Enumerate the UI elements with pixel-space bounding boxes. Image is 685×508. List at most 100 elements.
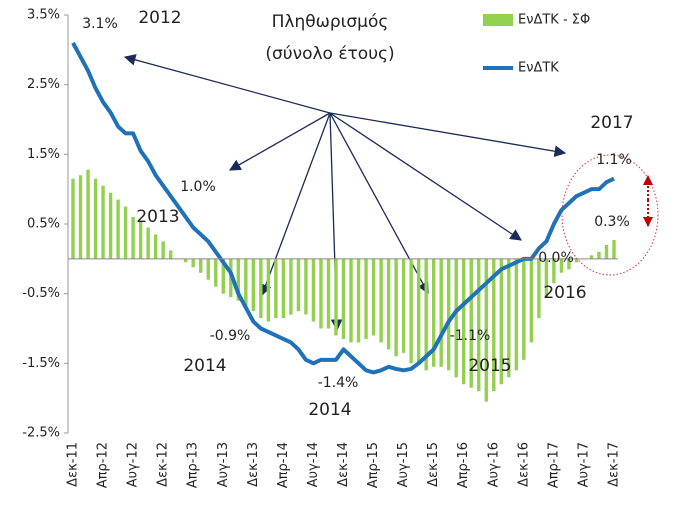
- bar: [236, 258, 241, 301]
- y-tick-label: -0.5%: [22, 286, 60, 301]
- bar: [274, 258, 278, 319]
- annotation: 1.0%: [180, 179, 216, 195]
- bar: [326, 258, 331, 329]
- bar: [281, 258, 286, 319]
- bar: [371, 258, 376, 336]
- x-tick-label: Απρ-14: [276, 442, 291, 488]
- bar: [214, 258, 218, 287]
- bar: [168, 250, 173, 259]
- bar: [108, 192, 113, 259]
- bar: [206, 258, 210, 280]
- bar: [416, 258, 421, 364]
- x-tick-label: Δεκ-16: [516, 442, 531, 487]
- x-tick-label: Αυγ-16: [486, 442, 501, 487]
- bar: [296, 258, 301, 312]
- bar: [589, 255, 594, 259]
- bar: [341, 258, 346, 339]
- bar: [78, 175, 83, 259]
- x-tick-label: Δεκ-17: [607, 442, 622, 487]
- x-tick-label: Δεκ-15: [426, 442, 441, 487]
- bar: [469, 258, 473, 388]
- highlight-ellipse: [561, 154, 659, 276]
- bar: [131, 217, 135, 259]
- bar: [552, 258, 556, 284]
- x-tick-label: Απρ-17: [546, 442, 561, 488]
- x-tick-label: Απρ-16: [456, 442, 471, 488]
- bar: [191, 258, 195, 268]
- bar: [604, 244, 609, 259]
- y-tick-label: 3.5%: [27, 8, 60, 23]
- bar: [199, 258, 203, 273]
- bar: [244, 258, 248, 308]
- bar: [153, 234, 158, 259]
- x-tick-label: Δεκ-12: [156, 442, 171, 487]
- x-tick-label: Απρ-15: [366, 442, 381, 488]
- bar: [251, 258, 256, 312]
- annotation: 2017: [590, 113, 633, 133]
- annotation: 2013: [136, 207, 179, 227]
- bar: [431, 258, 436, 367]
- bar: [364, 258, 368, 339]
- bar: [597, 251, 601, 259]
- bar: [379, 258, 383, 343]
- x-tick-label: Απρ-12: [96, 442, 111, 488]
- bar: [184, 258, 188, 263]
- bar: [522, 258, 526, 360]
- bar: [266, 258, 271, 322]
- x-tick-label: Αυγ-12: [126, 442, 141, 487]
- y-tick-label: 0.5%: [27, 217, 60, 232]
- bar: [567, 258, 571, 270]
- bar: [544, 258, 549, 298]
- annotation: 2014: [183, 356, 226, 376]
- bar: [439, 258, 443, 367]
- bar: [507, 258, 511, 378]
- y-tick-label: -1.5%: [22, 356, 60, 371]
- annotation: 1.1%: [596, 152, 632, 168]
- bar: [492, 258, 496, 392]
- arrows: [123, 54, 567, 332]
- bar: [499, 258, 503, 385]
- bar: [462, 258, 466, 385]
- annotation: 0.3%: [594, 214, 630, 230]
- y-tick-label: -2.5%: [22, 426, 60, 441]
- bar: [424, 258, 428, 371]
- x-tick-label: Αυγ-13: [216, 442, 231, 487]
- legend-label: ΕνΔΤΚ: [518, 61, 559, 76]
- bar: [409, 258, 413, 364]
- annotation: 2014: [308, 400, 351, 420]
- bar: [349, 258, 353, 343]
- chart-subtitle: (σύνολο έτους): [265, 44, 394, 64]
- y-tick-label: 1.5%: [27, 147, 60, 162]
- bar: [401, 258, 406, 353]
- bar: [529, 258, 534, 343]
- bar: [71, 178, 75, 259]
- bar: [311, 258, 316, 322]
- chart-title: Πληθωρισμός: [272, 12, 389, 32]
- bar: [612, 240, 616, 259]
- x-tick-label: Δεκ-14: [336, 442, 351, 487]
- bar: [116, 199, 120, 259]
- annotation: -1.4%: [318, 375, 359, 391]
- bar: [484, 258, 488, 402]
- bar: [101, 185, 105, 259]
- bar: [86, 169, 90, 259]
- annotation: -0.9%: [210, 328, 251, 344]
- bar: [123, 206, 128, 259]
- bar: [514, 258, 519, 371]
- x-tick-label: Αυγ-14: [306, 442, 321, 487]
- bar: [446, 258, 451, 371]
- legend-label: ΕνΔΤΚ - ΣΦ: [518, 13, 590, 28]
- bar: [334, 258, 338, 336]
- y-tick-label: 2.5%: [27, 77, 60, 92]
- x-tick-label: Αυγ-17: [576, 442, 591, 487]
- annotation: -1.1%: [450, 328, 491, 344]
- legend-swatch: [483, 14, 513, 26]
- bar: [356, 258, 361, 343]
- x-tick-label: Δεκ-11: [66, 442, 81, 487]
- bar: [304, 258, 308, 315]
- bar: [559, 258, 564, 273]
- bar: [138, 220, 143, 259]
- bar: [386, 258, 391, 350]
- annotation: 2012: [138, 8, 181, 28]
